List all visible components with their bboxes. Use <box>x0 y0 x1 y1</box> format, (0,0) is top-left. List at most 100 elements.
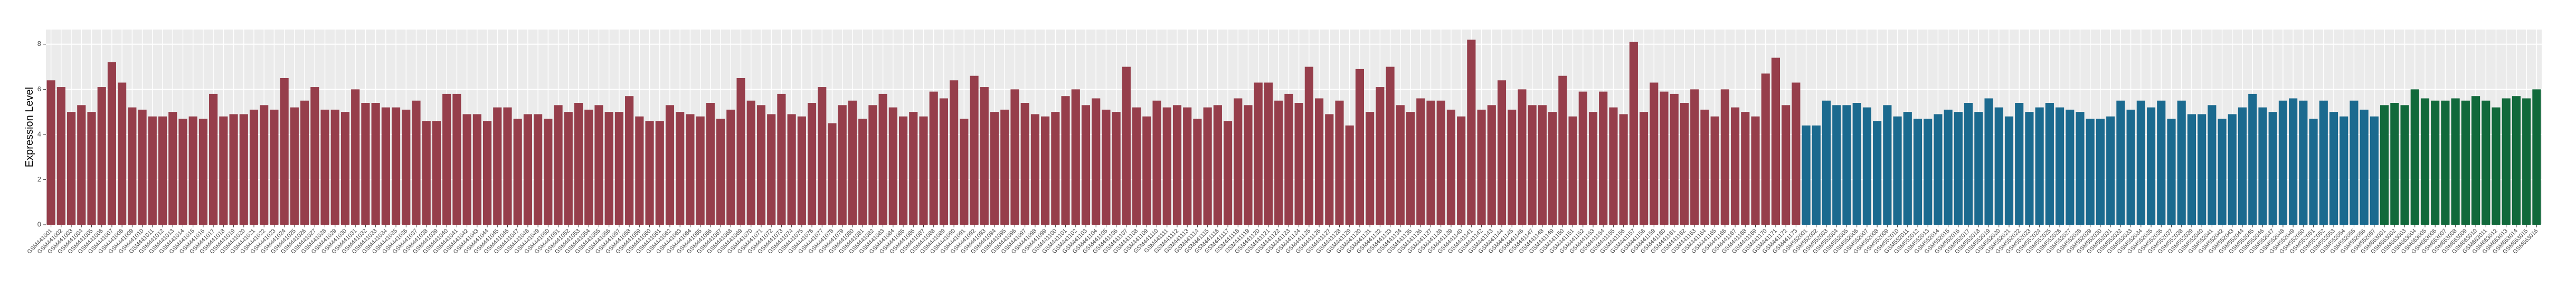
bar <box>1051 112 1060 225</box>
bar <box>1700 109 1709 225</box>
bar <box>2004 116 2014 225</box>
bar <box>1041 116 1050 225</box>
bar <box>1112 112 1121 225</box>
bar <box>1578 91 1587 225</box>
bar <box>2238 107 2247 225</box>
bar <box>818 87 827 225</box>
y-tick-label: 6 <box>37 85 41 93</box>
bar <box>2309 118 2318 225</box>
bar <box>1720 89 1729 225</box>
y-tick-label: 0 <box>37 220 41 228</box>
y-tick-label: 4 <box>37 130 41 138</box>
bar <box>2258 107 2267 225</box>
bar <box>2390 103 2399 225</box>
bar <box>1924 118 1933 225</box>
bar <box>1812 125 1821 225</box>
bar <box>178 118 187 225</box>
bar <box>1335 100 1344 225</box>
bar <box>1244 105 1253 225</box>
y-tick-label: 2 <box>37 175 41 183</box>
bar <box>168 112 177 225</box>
bar <box>97 87 106 225</box>
bar <box>422 121 431 225</box>
bar <box>2157 100 2166 225</box>
bar <box>1944 109 1953 225</box>
bar <box>929 91 938 225</box>
bar <box>2066 109 2075 225</box>
bar <box>351 89 360 225</box>
bar <box>1609 107 1618 225</box>
bar <box>1822 100 1831 225</box>
bar <box>1183 107 1192 225</box>
bar <box>888 107 897 225</box>
bar <box>990 112 999 225</box>
bar <box>2025 112 2034 225</box>
plot-background <box>46 30 2542 225</box>
bar <box>2278 100 2287 225</box>
bar <box>1629 42 1638 225</box>
bar <box>838 105 847 225</box>
bar <box>564 112 573 225</box>
bar <box>2146 107 2156 225</box>
bar <box>260 105 269 225</box>
bar <box>67 112 76 225</box>
bar <box>746 100 755 225</box>
bar <box>472 114 481 225</box>
bar <box>2451 98 2460 225</box>
bar <box>523 114 532 225</box>
bar <box>2045 103 2054 225</box>
bar <box>46 80 55 225</box>
bar <box>1548 112 1557 225</box>
bar <box>1568 116 1577 225</box>
bar <box>736 78 745 225</box>
bar <box>2512 96 2521 225</box>
bar <box>635 116 644 225</box>
bar <box>1558 75 1567 225</box>
bar <box>696 116 705 225</box>
bar <box>2035 107 2044 225</box>
bar <box>1873 121 1882 225</box>
bar <box>1122 66 1131 225</box>
bar <box>138 109 147 225</box>
bar <box>1325 114 1334 225</box>
bar <box>868 105 877 225</box>
bar <box>706 103 715 225</box>
bar <box>1538 105 1547 225</box>
bar <box>828 123 837 225</box>
bar <box>412 100 421 225</box>
bar <box>1426 100 1435 225</box>
bar <box>2410 89 2419 225</box>
bar <box>645 121 654 225</box>
bar <box>1497 80 1507 225</box>
bar <box>950 80 959 225</box>
bar <box>442 93 451 225</box>
bar <box>2289 98 2298 225</box>
bar <box>77 105 86 225</box>
bar <box>1599 91 1608 225</box>
bar <box>1071 89 1080 225</box>
bar <box>1294 103 1303 225</box>
bar <box>1132 107 1141 225</box>
bar <box>1913 118 1922 225</box>
bar <box>1284 93 1293 225</box>
bar <box>808 103 817 225</box>
bar <box>2492 107 2501 225</box>
bar <box>1994 107 2003 225</box>
bar <box>878 93 887 225</box>
bar <box>1741 112 1750 225</box>
bar <box>1366 112 1375 225</box>
bar <box>1680 103 1689 225</box>
bar <box>1903 112 1912 225</box>
bar <box>594 105 603 225</box>
bar <box>1974 112 1983 225</box>
bar <box>848 100 857 225</box>
bar <box>1832 105 1841 225</box>
bar <box>1355 69 1364 225</box>
bar <box>2015 103 2024 225</box>
bar <box>87 112 96 225</box>
bar <box>2431 100 2440 225</box>
bar <box>118 82 127 225</box>
bar <box>2208 105 2217 225</box>
bar <box>503 107 512 225</box>
bar <box>2248 93 2257 225</box>
